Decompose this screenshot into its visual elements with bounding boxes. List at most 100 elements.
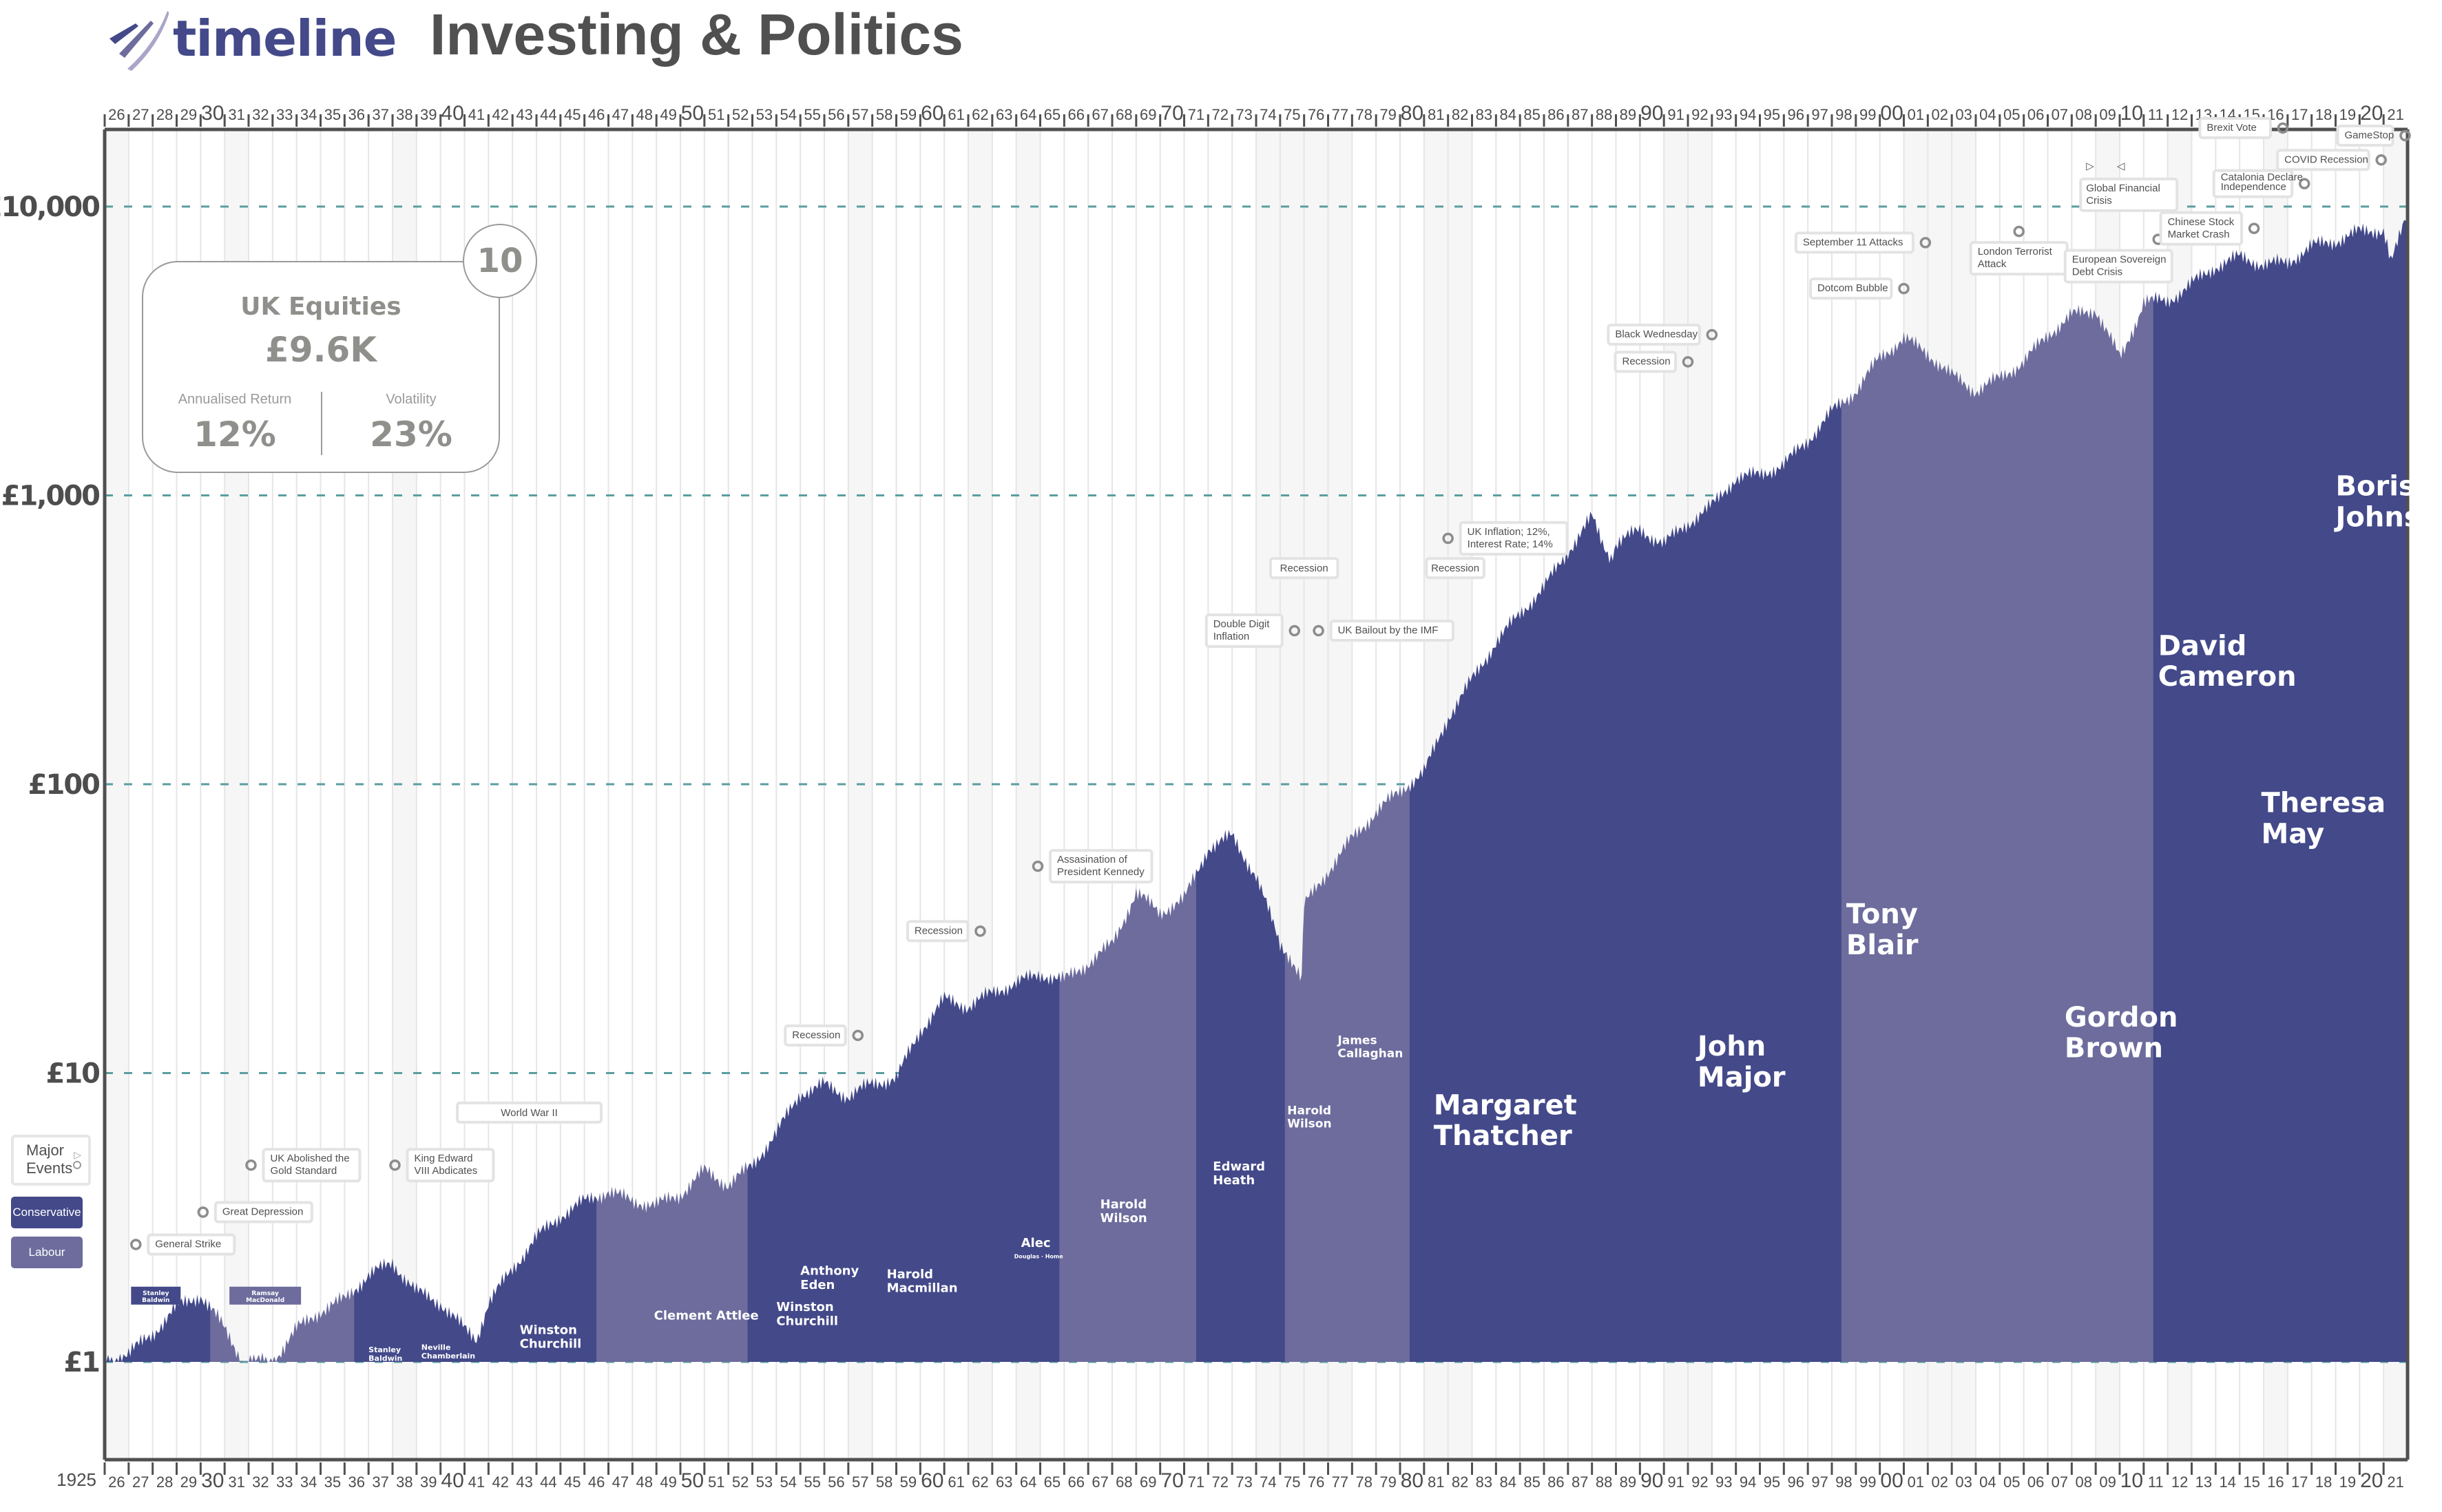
event-box[interactable] (1049, 849, 1154, 884)
event-label: Crisis (2086, 195, 2112, 207)
x-tick-label: 38 (396, 1473, 413, 1491)
event-marker-icon[interactable] (1682, 356, 1694, 368)
government-boris-johnson[interactable] (2374, 129, 2423, 1362)
axes (103, 127, 2410, 1462)
event-marker-icon[interactable] (245, 1159, 257, 1171)
pm-label: James (1337, 1033, 1377, 1047)
pm-label: Edward (1213, 1159, 1265, 1174)
x-tick-label: 07 (2052, 106, 2068, 123)
x-tick-label: 00 (1880, 102, 1903, 125)
summary-card[interactable]: UK Equities £9.6K Annualised Return 12% … (142, 261, 500, 473)
timeline-logo[interactable]: timeline (100, 6, 397, 71)
event-box[interactable] (784, 1024, 847, 1047)
event-box[interactable] (1614, 350, 1677, 373)
pm-label: Neville (421, 1343, 451, 1352)
event-label: World War II (501, 1107, 558, 1119)
event-marker-icon[interactable] (2298, 178, 2310, 190)
x-tick-label: 18 (2315, 1473, 2332, 1491)
government-theresa-may[interactable] (2299, 129, 2375, 1362)
event-box[interactable] (1459, 521, 1569, 556)
government-david-cameron[interactable] (2153, 129, 2301, 1362)
event-box[interactable] (406, 1148, 495, 1183)
card-badge[interactable]: 10 (463, 224, 537, 298)
x-tick-label: 59 (900, 1473, 917, 1491)
pm-label: Stanley (368, 1345, 401, 1354)
event-box[interactable] (1204, 613, 1284, 649)
x-tick-label: 52 (732, 1473, 749, 1491)
pm-label: Theresa (2262, 788, 2386, 819)
event-box[interactable] (2336, 125, 2394, 147)
legend-conservative[interactable]: Conservative (11, 1197, 83, 1228)
x-tick-label: 72 (1212, 1473, 1229, 1491)
event-box[interactable] (2079, 177, 2179, 212)
government-tony-blair[interactable] (1841, 129, 2085, 1362)
government-winston-churchill[interactable] (747, 129, 833, 1362)
x-tick-label: 93 (1715, 106, 1732, 123)
event-marker-icon[interactable] (2013, 225, 2025, 238)
x-tick-label: 27 (132, 1473, 149, 1491)
x-tick-label: 82 (1452, 106, 1468, 123)
x-tick-label: 43 (516, 1473, 532, 1491)
event-box[interactable] (1329, 620, 1455, 642)
pm-label: Alec (1021, 1236, 1051, 1250)
x-tick-label: 27 (132, 106, 149, 123)
event-marker-icon[interactable] (1898, 282, 1910, 295)
event-marker-icon[interactable] (130, 1239, 142, 1250)
event-box[interactable] (1607, 324, 1701, 346)
event-box[interactable] (213, 1201, 313, 1224)
event-box[interactable] (2212, 169, 2294, 198)
event-marker-icon[interactable] (2399, 129, 2411, 142)
event-marker-icon[interactable] (974, 925, 986, 937)
pm-label: Wilson (1287, 1117, 1331, 1131)
event-box[interactable] (906, 920, 970, 943)
x-tick-label: 77 (1332, 1473, 1348, 1491)
event-marker-icon[interactable] (1919, 237, 1932, 249)
event-marker-icon[interactable] (1706, 328, 1718, 341)
x-tick-label: 17 (2291, 1473, 2308, 1491)
event-marker-icon[interactable] (2277, 122, 2289, 134)
event-marker-icon[interactable] (2248, 222, 2260, 235)
event-box[interactable] (2276, 149, 2370, 171)
event-box[interactable] (262, 1148, 362, 1183)
x-tick-label: 16 (2267, 1473, 2284, 1491)
event-marker-icon[interactable] (1313, 624, 1324, 637)
x-axis-bottom: 1925 26 27 28 29 30 31 32 33 34 35 36 37 38 39 40 41 42 43… (56, 1462, 2404, 1492)
event-box[interactable] (147, 1233, 236, 1256)
x-tick-label: 81 (1428, 106, 1444, 123)
event-label: Catalonia Declare (2221, 171, 2303, 183)
pm-label: Wilson (1100, 1211, 1147, 1226)
logo-swoosh-icon (109, 11, 169, 71)
government-harold-wilson[interactable] (1059, 129, 1197, 1362)
event-box[interactable] (1794, 231, 1914, 254)
event-range-box[interactable] (1425, 557, 1485, 580)
event-label: Market Crash (2168, 229, 2230, 240)
event-box[interactable] (2198, 116, 2272, 139)
event-marker-icon[interactable] (389, 1159, 401, 1171)
x-tick-label: 65 (1044, 1473, 1061, 1491)
x-tick-label: 99 (1859, 106, 1876, 123)
x-tick-label: 60 (921, 102, 943, 125)
event-marker-icon[interactable] (2375, 154, 2387, 166)
legend-labour[interactable]: Labour (11, 1237, 83, 1268)
x-tick-label: 12 (2171, 106, 2188, 123)
x-tick-label: 33 (276, 1473, 293, 1491)
event-range-box[interactable] (456, 1101, 603, 1124)
government-clement-attlee[interactable] (596, 129, 749, 1362)
event-marker-icon[interactable] (1288, 624, 1300, 637)
event-label: Dotcom Bubble (1817, 282, 1888, 294)
pm-label: Margaret (1434, 1089, 1577, 1121)
legend-major-events[interactable]: Major Events ▷ (11, 1135, 91, 1186)
event-label: Great Depression (222, 1206, 304, 1217)
pm-tag[interactable] (229, 1286, 302, 1305)
government-gordon-brown[interactable] (2083, 129, 2154, 1362)
event-marker-icon[interactable] (1032, 860, 1044, 872)
event-box[interactable] (2159, 211, 2244, 246)
x-tick-label: 52 (732, 106, 749, 123)
event-box[interactable] (1809, 277, 1893, 300)
event-marker-icon[interactable] (852, 1029, 864, 1042)
event-box[interactable] (2063, 249, 2173, 284)
event-marker-icon[interactable] (1442, 532, 1454, 545)
event-range-box[interactable] (1269, 557, 1339, 580)
pm-tag[interactable] (131, 1286, 181, 1305)
event-marker-icon[interactable] (197, 1206, 209, 1218)
